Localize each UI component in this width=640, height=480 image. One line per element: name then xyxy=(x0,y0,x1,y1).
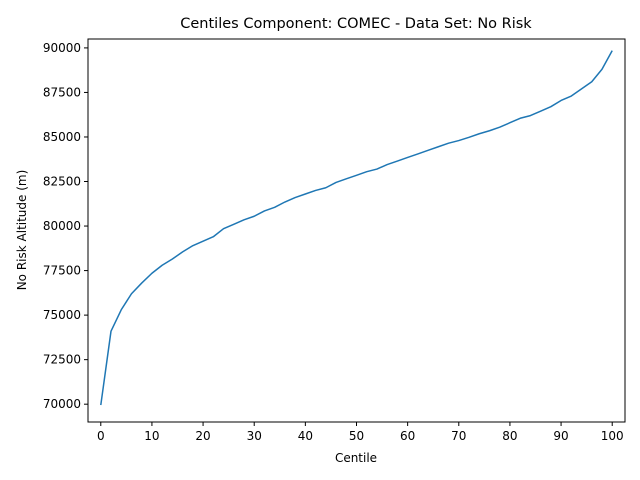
x-tick-label: 90 xyxy=(553,429,568,443)
series-line xyxy=(100,50,613,406)
x-tick-label: 60 xyxy=(400,429,415,443)
y-axis-label: No Risk Altitude (m) xyxy=(15,170,29,291)
x-tick-label: 10 xyxy=(144,429,159,443)
x-tick-label: 50 xyxy=(349,429,364,443)
y-tick-label: 85000 xyxy=(43,130,81,144)
y-tick-label: 80000 xyxy=(43,219,81,233)
plot-frame xyxy=(87,38,626,423)
y-tick-label: 72500 xyxy=(43,353,81,367)
y-tick-label: 70000 xyxy=(43,397,81,411)
x-tick-label: 30 xyxy=(247,429,262,443)
x-tick-label: 80 xyxy=(502,429,517,443)
x-tick-label: 0 xyxy=(97,429,105,443)
x-tick-label: 100 xyxy=(601,429,624,443)
y-tick-label: 90000 xyxy=(43,41,81,55)
x-tick-label: 40 xyxy=(298,429,313,443)
y-tick-label: 82500 xyxy=(43,175,81,189)
x-axis-label: Centile xyxy=(335,451,377,465)
x-tick-label: 70 xyxy=(451,429,466,443)
plot-lines xyxy=(100,50,613,406)
y-tick-label: 87500 xyxy=(43,85,81,99)
chart-title: Centiles Component: COMEC - Data Set: No… xyxy=(180,16,532,32)
x-axis: 0 10 20 30 40 50 60 70 80 90 100 xyxy=(97,422,624,443)
y-tick-label: 77500 xyxy=(43,264,81,278)
y-axis: 70000 72500 75000 77500 80000 82500 85000 87500… xyxy=(43,41,88,411)
x-tick-label: 20 xyxy=(195,429,210,443)
y-tick-label: 75000 xyxy=(43,308,81,322)
